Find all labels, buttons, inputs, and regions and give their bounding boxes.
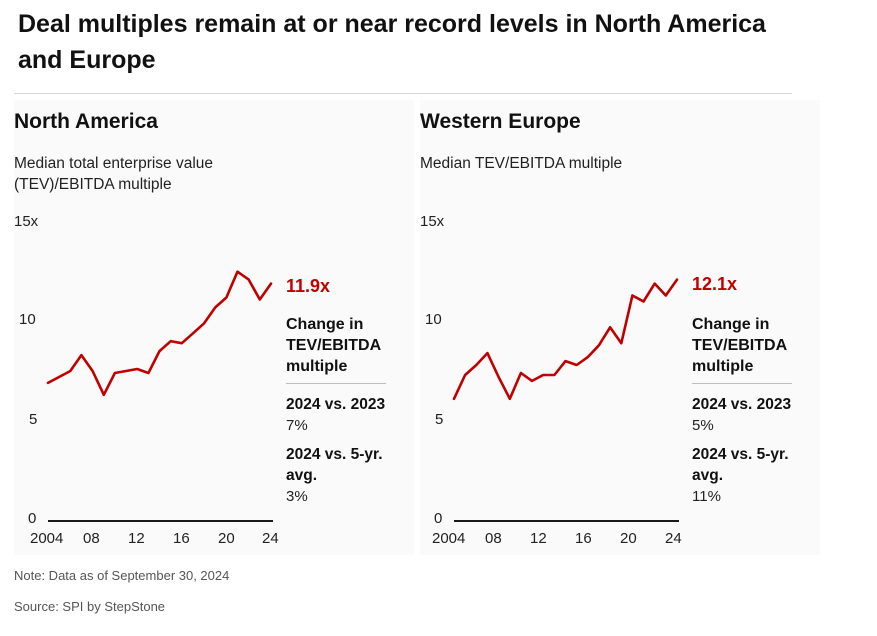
x-axis-line xyxy=(48,520,273,522)
chart-title: Deal multiples remain at or near record … xyxy=(18,10,766,74)
y-tick-label: 0 xyxy=(28,510,37,527)
x-tick-label: 08 xyxy=(485,530,502,547)
y-tick-label: 15x xyxy=(14,213,39,230)
panel-western-europe: Western Europe Median TEV/EBITDA multipl… xyxy=(420,100,820,555)
x-tick-label: 24 xyxy=(665,530,682,547)
panel-subtitle: Median TEV/EBITDA multiple xyxy=(420,155,623,172)
x-tick-label: 2004 xyxy=(432,530,466,547)
y-tick-label: 10 xyxy=(19,311,36,328)
change-panel: Change in TEV/EBITDA multiple 2024 vs. 2… xyxy=(692,314,802,515)
x-tick-label: 16 xyxy=(575,530,592,547)
x-axis-line xyxy=(454,520,679,522)
data-series-line xyxy=(452,278,679,401)
y-tick-label: 5 xyxy=(435,411,444,428)
change-divider xyxy=(286,383,386,384)
line-plot xyxy=(46,270,273,397)
change-value-yoy: 7% xyxy=(286,417,308,434)
change-value-5yr: 3% xyxy=(286,488,308,505)
change-label-5yr: 2024 vs. 5-yr. avg. xyxy=(286,446,383,484)
change-label-yoy: 2024 vs. 2023 xyxy=(692,396,792,413)
data-series-line xyxy=(46,270,273,397)
x-tick-label: 12 xyxy=(128,530,145,547)
panel-background xyxy=(14,100,414,555)
panel-title: North America xyxy=(14,110,158,133)
change-panel: Change in TEV/EBITDA multiple 2024 vs. 2… xyxy=(286,314,396,515)
change-heading: Change in TEV/EBITDA multiple xyxy=(286,316,381,375)
note-text: Note: Data as of September 30, 2024 xyxy=(14,568,230,583)
change-divider xyxy=(692,383,792,384)
panel-north-america: North America Median total enterprise va… xyxy=(14,100,414,555)
panel-title: Western Europe xyxy=(420,110,581,133)
x-tick-label: 08 xyxy=(83,530,100,547)
y-tick-label: 10 xyxy=(425,311,442,328)
change-label-yoy: 2024 vs. 2023 xyxy=(286,396,386,413)
y-tick-label: 0 xyxy=(434,510,443,527)
panel-background xyxy=(420,100,820,555)
x-tick-label: 20 xyxy=(218,530,235,547)
change-heading: Change in TEV/EBITDA multiple xyxy=(692,316,787,375)
y-tick-label: 5 xyxy=(29,411,38,428)
latest-value-label: 11.9x xyxy=(286,276,331,296)
x-tick-label: 2004 xyxy=(30,530,64,547)
source-text: Source: SPI by StepStone xyxy=(14,599,166,614)
x-tick-label: 16 xyxy=(173,530,190,547)
x-tick-label: 24 xyxy=(262,530,279,547)
change-value-yoy: 5% xyxy=(692,417,714,434)
change-label-5yr: 2024 vs. 5-yr. avg. xyxy=(692,446,789,484)
latest-value-label: 12.1x xyxy=(692,274,738,294)
change-value-5yr: 11% xyxy=(692,488,721,505)
panel-subtitle: Median total enterprise value (TEV)/EBIT… xyxy=(14,155,214,193)
x-tick-label: 20 xyxy=(620,530,637,547)
x-tick-label: 12 xyxy=(530,530,547,547)
line-plot xyxy=(452,278,679,401)
y-tick-label: 15x xyxy=(420,213,445,230)
title-divider xyxy=(14,93,792,94)
